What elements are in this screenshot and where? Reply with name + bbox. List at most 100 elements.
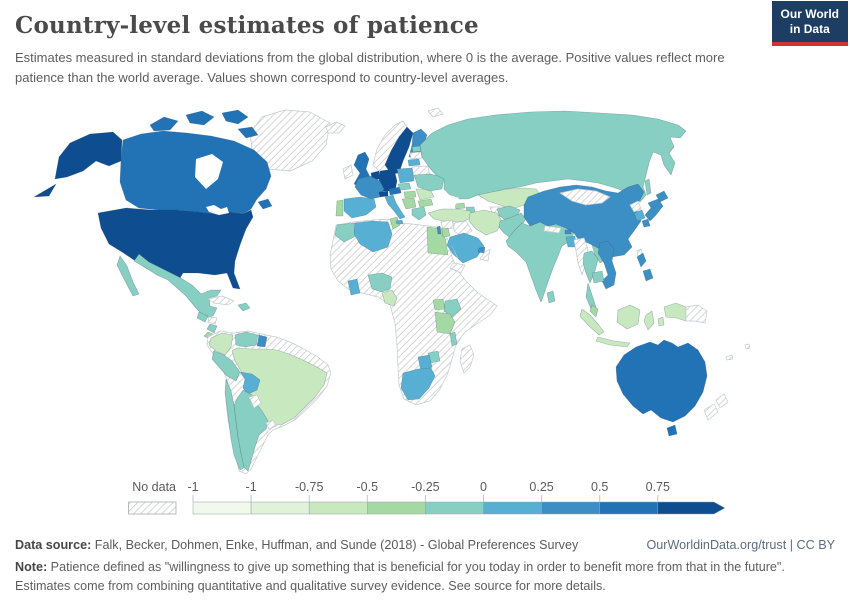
- country-russia-sakhalin[interactable]: [644, 178, 652, 196]
- country-latvia[interactable]: [409, 151, 423, 160]
- country-new-zealand[interactable]: [703, 393, 729, 421]
- country-sri-lanka[interactable]: [546, 290, 556, 304]
- legend-bucket--0.75to-0.5[interactable]: [308, 501, 368, 515]
- country-oman[interactable]: [479, 248, 491, 262]
- country-fiji[interactable]: [744, 343, 751, 350]
- country-svalbard[interactable]: [427, 107, 444, 118]
- country-estonia[interactable]: [411, 145, 422, 153]
- country-jordan[interactable]: [441, 227, 451, 238]
- country-australia[interactable]: [615, 339, 708, 437]
- country-botswana[interactable]: [417, 354, 433, 372]
- country-syria[interactable]: [440, 219, 455, 230]
- legend-bucket-<-1[interactable]: [192, 501, 252, 515]
- country-georgia[interactable]: [454, 202, 466, 210]
- map-legend: No data -1 -1 -0.75 -0.5 -0.25 0 0.25 0.5 0.75: [0, 477, 850, 528]
- country-madagascar[interactable]: [459, 344, 475, 374]
- country-greenland[interactable]: [249, 109, 331, 172]
- country-papua-new-guinea[interactable]: [685, 304, 708, 324]
- country-guyana[interactable]: [256, 334, 268, 348]
- country-south-korea[interactable]: [633, 209, 646, 222]
- country-japan[interactable]: [641, 190, 669, 228]
- country-vietnam[interactable]: [597, 240, 617, 290]
- country-iceland[interactable]: [325, 121, 346, 134]
- country-argentina[interactable]: [233, 389, 269, 472]
- source-row: Data source: Falk, Becker, Dohmen, Enke,…: [15, 536, 835, 554]
- country-philippines[interactable]: [636, 252, 654, 282]
- country-russia[interactable]: [419, 110, 687, 203]
- country-malawi[interactable]: [449, 331, 458, 347]
- country-israel[interactable]: [436, 225, 442, 235]
- country-portugal[interactable]: [335, 199, 344, 217]
- legend-bucket--1to-0.75[interactable]: [250, 501, 310, 515]
- country-spain[interactable]: [343, 196, 377, 219]
- country-cameroon[interactable]: [381, 289, 398, 307]
- persian-gulf: [468, 232, 483, 241]
- country-ireland[interactable]: [342, 164, 354, 180]
- legend-bucket--0.5to-0.25[interactable]: [367, 501, 426, 515]
- country-ukraine[interactable]: [413, 173, 445, 192]
- country-new-caledonia[interactable]: [725, 354, 734, 361]
- country-uruguay[interactable]: [265, 419, 277, 430]
- legend-no-data-label: No data: [132, 480, 176, 494]
- country-austria[interactable]: [388, 186, 402, 196]
- country-uae[interactable]: [477, 246, 486, 254]
- country-cambodia[interactable]: [591, 270, 605, 284]
- country-nicaragua[interactable]: [206, 323, 218, 334]
- country-south-africa[interactable]: [400, 367, 436, 401]
- country-czechia[interactable]: [397, 182, 412, 191]
- country-bulgaria[interactable]: [417, 198, 434, 208]
- owid-link[interactable]: OurWorldinData.org/trust | CC BY: [646, 538, 835, 552]
- country-nigeria[interactable]: [367, 272, 393, 293]
- country-bhutan[interactable]: [564, 229, 572, 235]
- country-tanzania[interactable]: [434, 311, 456, 335]
- country-italy[interactable]: [384, 194, 406, 225]
- legend-bucket-0.25to0.5[interactable]: [541, 501, 600, 515]
- country-nepal[interactable]: [543, 225, 562, 234]
- country-canada-arctic-islands[interactable]: [149, 109, 273, 210]
- country-iraq[interactable]: [453, 220, 473, 238]
- country-greece[interactable]: [411, 206, 427, 221]
- country-algeria[interactable]: [353, 220, 393, 253]
- country-usa-alaska[interactable]: [33, 131, 123, 198]
- country-mexico[interactable]: [133, 253, 222, 319]
- country-hungary[interactable]: [403, 190, 417, 199]
- country-cuba[interactable]: [207, 295, 235, 306]
- owid-logo[interactable]: Our World in Data: [771, 1, 848, 46]
- country-paraguay[interactable]: [248, 394, 262, 409]
- country-peru[interactable]: [211, 350, 241, 382]
- legend-bucket--0.25to0[interactable]: [425, 501, 484, 515]
- country-tunisia[interactable]: [389, 216, 401, 230]
- country-guatemala[interactable]: [196, 311, 209, 323]
- country-poland[interactable]: [396, 167, 415, 184]
- owid-logo-line1: Our World: [780, 7, 839, 21]
- legend-tick-label: -1: [246, 480, 257, 494]
- legend-bucket-0.5to0.75[interactable]: [599, 501, 659, 515]
- country-chile[interactable]: [224, 378, 246, 471]
- country-iran[interactable]: [468, 209, 503, 236]
- country-ghana[interactable]: [347, 278, 361, 296]
- country-china[interactable]: [523, 183, 645, 258]
- country-india[interactable]: [505, 221, 575, 303]
- country-honduras[interactable]: [207, 316, 218, 325]
- legend-tick-label: 0.25: [529, 480, 553, 494]
- country-indonesia[interactable]: [579, 302, 687, 348]
- country-colombia[interactable]: [208, 332, 234, 356]
- country-switzerland[interactable]: [378, 190, 389, 198]
- country-lithuania[interactable]: [407, 158, 421, 167]
- country-north-korea[interactable]: [629, 200, 642, 213]
- great-lakes: [206, 205, 229, 215]
- country-serbia-balkans[interactable]: [401, 197, 417, 210]
- legend-tick-label: -0.25: [411, 480, 440, 494]
- country-uganda[interactable]: [432, 298, 446, 311]
- country-mongolia[interactable]: [559, 188, 611, 206]
- legend-no-data-swatch[interactable]: [128, 501, 177, 515]
- country-bolivia[interactable]: [239, 371, 261, 395]
- country-haiti[interactable]: [237, 302, 251, 312]
- country-yemen[interactable]: [449, 262, 466, 274]
- country-venezuela[interactable]: [234, 331, 259, 348]
- country-kenya[interactable]: [443, 298, 462, 318]
- legend-bucket->0.75[interactable]: [657, 501, 726, 515]
- legend-bucket-0to0.25[interactable]: [483, 501, 542, 515]
- country-mexico-baja[interactable]: [116, 255, 140, 297]
